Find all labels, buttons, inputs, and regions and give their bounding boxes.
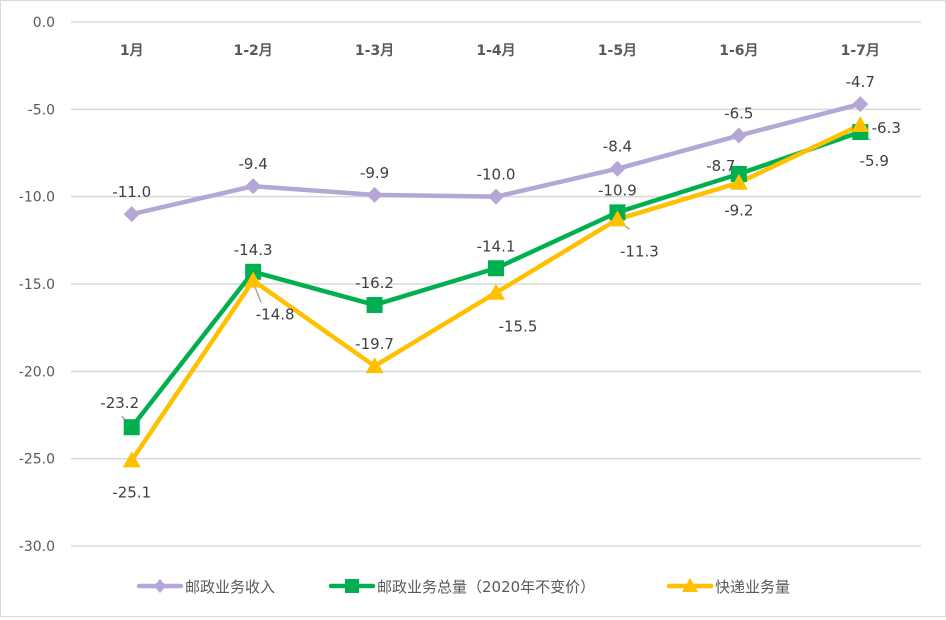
x-category-label: 1-2月 (233, 43, 272, 59)
square-marker (488, 260, 504, 277)
y-tick-label: -25.0 (19, 452, 55, 468)
square-marker (123, 419, 140, 436)
legend-label: 邮政业务总量（2020年不变价） (377, 578, 595, 596)
data-label: -11.3 (620, 242, 659, 260)
data-label: -14.1 (477, 237, 516, 255)
x-category-label: 1-3月 (355, 43, 394, 59)
data-label: -11.0 (112, 183, 151, 201)
data-label: -8.7 (706, 157, 735, 175)
data-label: -9.4 (239, 155, 268, 173)
data-label: -4.7 (846, 73, 875, 91)
x-category-label: 1-5月 (598, 43, 637, 59)
triangle-marker (608, 210, 627, 227)
data-label: -23.2 (100, 394, 139, 412)
data-label: -6.3 (872, 119, 901, 137)
diamond-marker (123, 206, 140, 223)
diamond-marker (609, 160, 626, 177)
data-label: -14.3 (234, 241, 273, 259)
triangle-marker (365, 357, 384, 374)
square-icon (345, 579, 359, 593)
data-label: -14.8 (256, 306, 295, 324)
square-marker (366, 296, 383, 313)
x-axis-categories: 1月 1-2月 1-3月 1-4月 1-5月 1-6月 1-7月 (120, 43, 880, 59)
data-label: -25.1 (112, 483, 151, 501)
triangle-marker (122, 451, 141, 468)
legend-label: 邮政业务收入 (185, 578, 275, 596)
data-label: -15.5 (499, 318, 538, 336)
x-category-label: 1-7月 (841, 43, 880, 59)
y-axis-ticks: 0.0 -5.0 -10.0 -15.0 -20.0 -25.0 -30.0 (19, 15, 55, 555)
legend: 邮政业务收入 邮政业务总量（2020年不变价） 快递业务量 (136, 578, 790, 596)
data-label: -9.2 (724, 202, 753, 220)
y-tick-label: -20.0 (19, 364, 55, 380)
y-tick-label: -15.0 (19, 277, 55, 293)
triangle-marker (729, 173, 748, 190)
data-label: -9.9 (360, 164, 389, 182)
legend-item[interactable]: 邮政业务收入 (136, 578, 275, 596)
x-category-label: 1月 (120, 43, 144, 59)
data-label: -10.0 (477, 166, 516, 184)
y-tick-label: -10.0 (19, 190, 55, 206)
diamond-marker (852, 96, 869, 113)
legend-item[interactable]: 邮政业务总量（2020年不变价） (328, 578, 595, 596)
data-labels: -11.0 -9.4 -9.9 -10.0 -8.4 -6.5 -4.7 -23.2 -14.3… (100, 73, 901, 501)
triangle-marker (851, 116, 870, 133)
data-label: -6.5 (724, 105, 753, 123)
triangle-marker (244, 271, 263, 288)
series-markers (122, 96, 870, 468)
y-tick-label: -5.0 (28, 102, 55, 118)
legend-label: 快递业务量 (715, 578, 790, 596)
data-label: -16.2 (355, 274, 394, 292)
data-label: -8.4 (603, 138, 632, 156)
triangle-marker (487, 283, 505, 300)
data-label: -19.7 (355, 335, 394, 353)
diamond-marker (245, 178, 262, 195)
diamond-marker (366, 186, 383, 203)
x-category-label: 1-4月 (476, 43, 515, 59)
x-category-label: 1-6月 (719, 43, 758, 59)
diamond-marker (488, 188, 504, 205)
diamond-marker (730, 127, 747, 144)
data-label: -10.9 (598, 181, 637, 199)
triangle-icon (682, 578, 698, 592)
legend-item[interactable]: 快递业务量 (666, 578, 790, 596)
data-label: -5.9 (860, 152, 889, 170)
y-tick-label: 0.0 (33, 15, 55, 31)
diamond-icon (154, 579, 166, 593)
y-tick-label: -30.0 (19, 539, 55, 555)
